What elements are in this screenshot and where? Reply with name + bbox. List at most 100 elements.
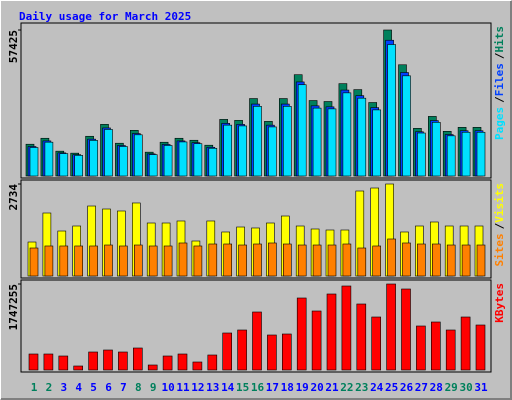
legend-entry: Visits xyxy=(493,183,506,223)
bar xyxy=(342,92,352,177)
bar xyxy=(29,147,39,177)
bar xyxy=(28,353,39,371)
bar xyxy=(223,243,232,277)
bar xyxy=(44,141,54,177)
bar xyxy=(119,146,128,177)
bar xyxy=(297,244,307,277)
x-tick-label: 24 xyxy=(370,381,384,394)
legend-entry: Sites xyxy=(493,233,506,266)
bar xyxy=(104,129,113,177)
bar xyxy=(282,106,292,177)
x-tick-label: 5 xyxy=(90,381,97,394)
bar xyxy=(476,131,486,177)
bar xyxy=(89,245,98,277)
x-tick-label: 11 xyxy=(176,381,190,394)
bar xyxy=(342,243,352,277)
bar xyxy=(223,124,232,177)
bar xyxy=(402,242,411,277)
x-tick-label: 15 xyxy=(236,381,249,394)
bar xyxy=(118,351,128,371)
x-tick-label: 7 xyxy=(120,381,127,394)
bar xyxy=(147,364,158,371)
legend: KBytes xyxy=(493,283,506,323)
bar xyxy=(341,285,352,371)
bar xyxy=(193,143,203,177)
chart-title: Daily usage for March 2025 xyxy=(19,10,191,23)
x-tick-label: 1 xyxy=(31,381,38,394)
bar xyxy=(238,125,247,177)
x-tick-label: 21 xyxy=(325,381,339,394)
bar xyxy=(431,243,441,277)
bar xyxy=(88,351,98,371)
bar xyxy=(253,106,262,177)
bar xyxy=(208,147,218,177)
bar xyxy=(178,242,188,277)
bar xyxy=(104,244,113,277)
bar xyxy=(297,84,307,177)
bar xyxy=(476,244,486,277)
bar xyxy=(431,122,441,177)
bar xyxy=(371,316,382,371)
bar xyxy=(73,365,83,371)
legend: Sites /Visits xyxy=(493,183,506,267)
bar xyxy=(372,245,382,277)
bar xyxy=(103,349,113,371)
x-tick-label: 27 xyxy=(415,381,428,394)
bar xyxy=(192,361,203,371)
bar xyxy=(119,245,128,277)
x-tick-label: 12 xyxy=(191,381,204,394)
bar xyxy=(74,155,83,177)
bar xyxy=(402,75,411,177)
x-tick-label: 22 xyxy=(340,381,353,394)
x-tick-label: 9 xyxy=(150,381,157,394)
bar xyxy=(252,311,262,371)
bar xyxy=(74,245,83,277)
x-tick-label: 25 xyxy=(385,381,398,394)
legend-entry: Pages xyxy=(493,107,506,140)
bar xyxy=(268,126,277,177)
bar xyxy=(430,321,441,371)
bar xyxy=(387,44,396,177)
bar xyxy=(207,354,218,371)
bar xyxy=(446,135,456,177)
x-tick-label: 2 xyxy=(46,381,53,394)
legend-separator: / xyxy=(493,96,506,103)
bar xyxy=(475,324,486,371)
bar xyxy=(327,108,337,177)
bar xyxy=(238,244,247,277)
y-tick-label: 1747255 xyxy=(7,284,20,330)
bar xyxy=(461,131,471,177)
bar xyxy=(43,353,54,371)
bar xyxy=(134,244,143,277)
bar xyxy=(445,329,456,371)
bar xyxy=(58,355,69,371)
bar xyxy=(460,316,471,371)
bar xyxy=(311,310,322,371)
bar xyxy=(416,325,426,371)
x-tick-label: 8 xyxy=(135,381,142,394)
bar xyxy=(356,303,367,371)
bar xyxy=(253,243,262,277)
bar xyxy=(326,293,337,371)
bar xyxy=(357,97,367,177)
bar xyxy=(401,288,411,371)
bar xyxy=(193,245,203,277)
x-tick-label: 31 xyxy=(474,381,488,394)
bar xyxy=(327,244,337,277)
bar xyxy=(417,243,426,277)
bar xyxy=(133,347,143,371)
x-tick-label: 3 xyxy=(60,381,67,394)
y-tick-label: 2734 xyxy=(7,184,20,211)
bar xyxy=(387,238,396,277)
bar xyxy=(357,247,367,277)
x-tick-label: 20 xyxy=(310,381,323,394)
legend-separator: / xyxy=(493,52,506,59)
x-tick-label: 30 xyxy=(459,381,472,394)
x-tick-label: 23 xyxy=(355,381,368,394)
x-tick-label: 19 xyxy=(296,381,309,394)
bar xyxy=(89,140,98,177)
x-tick-label: 18 xyxy=(281,381,294,394)
legend-entry: Files xyxy=(493,63,506,96)
bar xyxy=(29,247,39,277)
